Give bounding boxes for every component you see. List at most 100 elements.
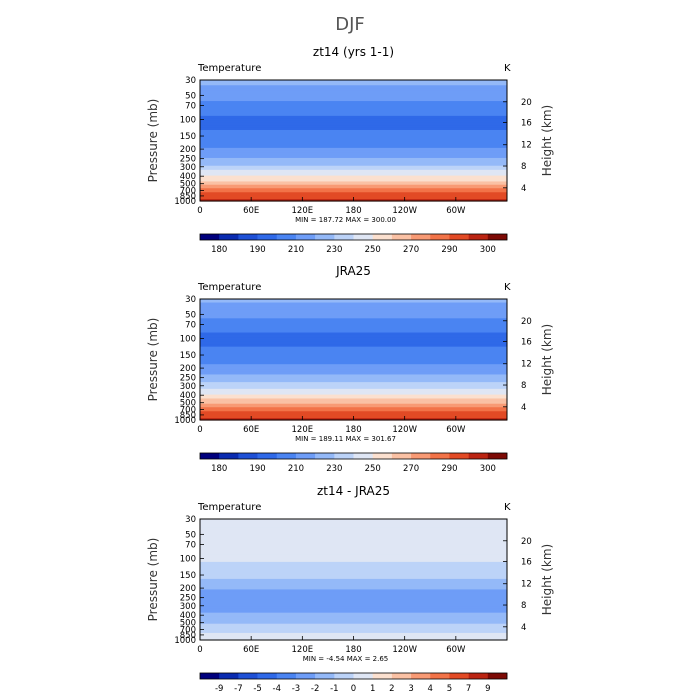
y-tick-label: 300	[180, 163, 196, 173]
pressure-level-band	[200, 569, 507, 572]
pressure-level-band	[200, 557, 507, 561]
pressure-level-band	[200, 344, 507, 348]
x-tick-label: 180	[345, 425, 361, 435]
pressure-level-band	[200, 339, 507, 343]
colorbar-swatch	[468, 234, 489, 240]
pressure-level-band	[200, 163, 507, 167]
colorbar-swatch	[334, 453, 354, 459]
pressure-level-band	[200, 406, 507, 408]
pressure-level-band	[200, 627, 507, 630]
pressure-level-band	[200, 616, 507, 620]
y-tick-label: 200	[180, 584, 196, 594]
colorbar-label: 190	[249, 464, 265, 474]
pressure-level-band	[200, 87, 507, 90]
x-tick-label: 120W	[392, 206, 417, 216]
contour-field	[200, 80, 507, 202]
pressure-level-band	[200, 118, 507, 122]
y-tick-label: 500	[180, 399, 196, 409]
colorbar-swatch	[411, 234, 431, 240]
pressure-level-band	[200, 337, 507, 341]
pressure-level-band	[200, 534, 507, 538]
pressure-level-band	[200, 299, 507, 302]
colorbar-swatch	[238, 453, 258, 459]
pressure-level-band	[200, 356, 507, 360]
pressure-level-band	[200, 108, 507, 112]
y-tick-label: 500	[180, 619, 196, 629]
colorbar-label: 5	[447, 684, 452, 694]
colorbar-swatch	[430, 673, 450, 679]
contour-field	[200, 519, 507, 641]
y-tick-label: 100	[180, 335, 196, 345]
y-tick-label: 200	[180, 145, 196, 155]
colorbar-swatch	[487, 673, 508, 679]
y-tick-label: 150	[180, 132, 196, 142]
units-label: K	[504, 63, 511, 74]
colorbar-label: 7	[466, 684, 471, 694]
colorbar-swatch	[372, 673, 393, 679]
pressure-level-band	[200, 177, 507, 181]
min-max-stats: MIN = -4.54 MAX = 2.65	[303, 655, 389, 663]
x-tick-label: 120W	[392, 425, 417, 435]
y-tick-label: 850	[180, 192, 196, 202]
pressure-level-band	[200, 351, 507, 355]
pressure-level-band	[200, 169, 507, 173]
pressure-level-band	[200, 160, 507, 164]
pressure-level-band	[200, 314, 507, 318]
colorbar-swatch	[315, 234, 335, 240]
y-tick-label: 200	[180, 364, 196, 374]
pressure-level-band	[200, 175, 507, 179]
pressure-level-band	[200, 353, 507, 357]
colorbar-swatch	[315, 453, 335, 459]
pressure-level-band	[200, 102, 507, 106]
pressure-level-band	[200, 634, 507, 637]
colorbar-label: 230	[326, 245, 342, 255]
pressure-level-band	[200, 95, 507, 99]
pressure-level-band	[200, 552, 507, 556]
colorbar-swatch	[276, 673, 297, 679]
pressure-level-band	[200, 192, 507, 195]
colorbar-label: 180	[211, 245, 227, 255]
y-axis-label: Pressure (mb)	[146, 99, 160, 183]
pressure-level-band	[200, 604, 507, 608]
y-axis-label-right: Height (km)	[540, 324, 554, 395]
colorbar-label: 250	[365, 245, 381, 255]
colorbar-label: 180	[211, 464, 227, 474]
pressure-level-band	[200, 531, 507, 534]
pressure-level-band	[200, 529, 507, 532]
pressure-level-band	[200, 195, 507, 198]
y-tick-label: 30	[185, 76, 196, 86]
pressure-level-band	[200, 392, 507, 396]
colorbar-label: -4	[273, 684, 281, 694]
pressure-level-band	[200, 390, 507, 394]
pressure-level-band	[200, 157, 507, 162]
pressure-level-band	[200, 147, 507, 152]
pressure-level-band	[200, 398, 507, 402]
pressure-level-band	[200, 99, 507, 102]
height-tick-label: 8	[521, 381, 526, 391]
pressure-level-band	[200, 181, 507, 185]
pressure-level-band	[200, 132, 507, 136]
pressure-level-band	[200, 330, 507, 334]
pressure-level-band	[200, 536, 507, 539]
colorbar-label: -5	[253, 684, 261, 694]
colorbar-swatch	[430, 453, 450, 459]
y-tick-label: 400	[180, 391, 196, 401]
pressure-level-band	[200, 379, 507, 383]
x-tick-label: 180	[345, 206, 361, 216]
pressure-level-band	[200, 610, 507, 614]
pressure-level-band	[200, 533, 507, 536]
colorbar-swatch	[219, 673, 239, 679]
colorbar: -9 -7 -5 -4 -3 -2 -1 0 1 2 3 4 5 7 9	[199, 672, 508, 694]
pressure-level-band	[200, 137, 507, 141]
height-tick-label: 20	[521, 98, 532, 108]
colorbar-swatch	[334, 673, 354, 679]
pressure-level-band	[200, 97, 507, 100]
colorbar-label: 0	[351, 684, 356, 694]
pressure-level-band	[200, 614, 507, 618]
x-tick-label: 60E	[243, 645, 259, 655]
height-tick-label: 12	[521, 141, 532, 151]
pressure-level-band	[200, 346, 507, 350]
pressure-level-band	[200, 80, 507, 83]
pressure-level-band	[200, 104, 507, 108]
y-axis-label: Pressure (mb)	[146, 318, 160, 402]
